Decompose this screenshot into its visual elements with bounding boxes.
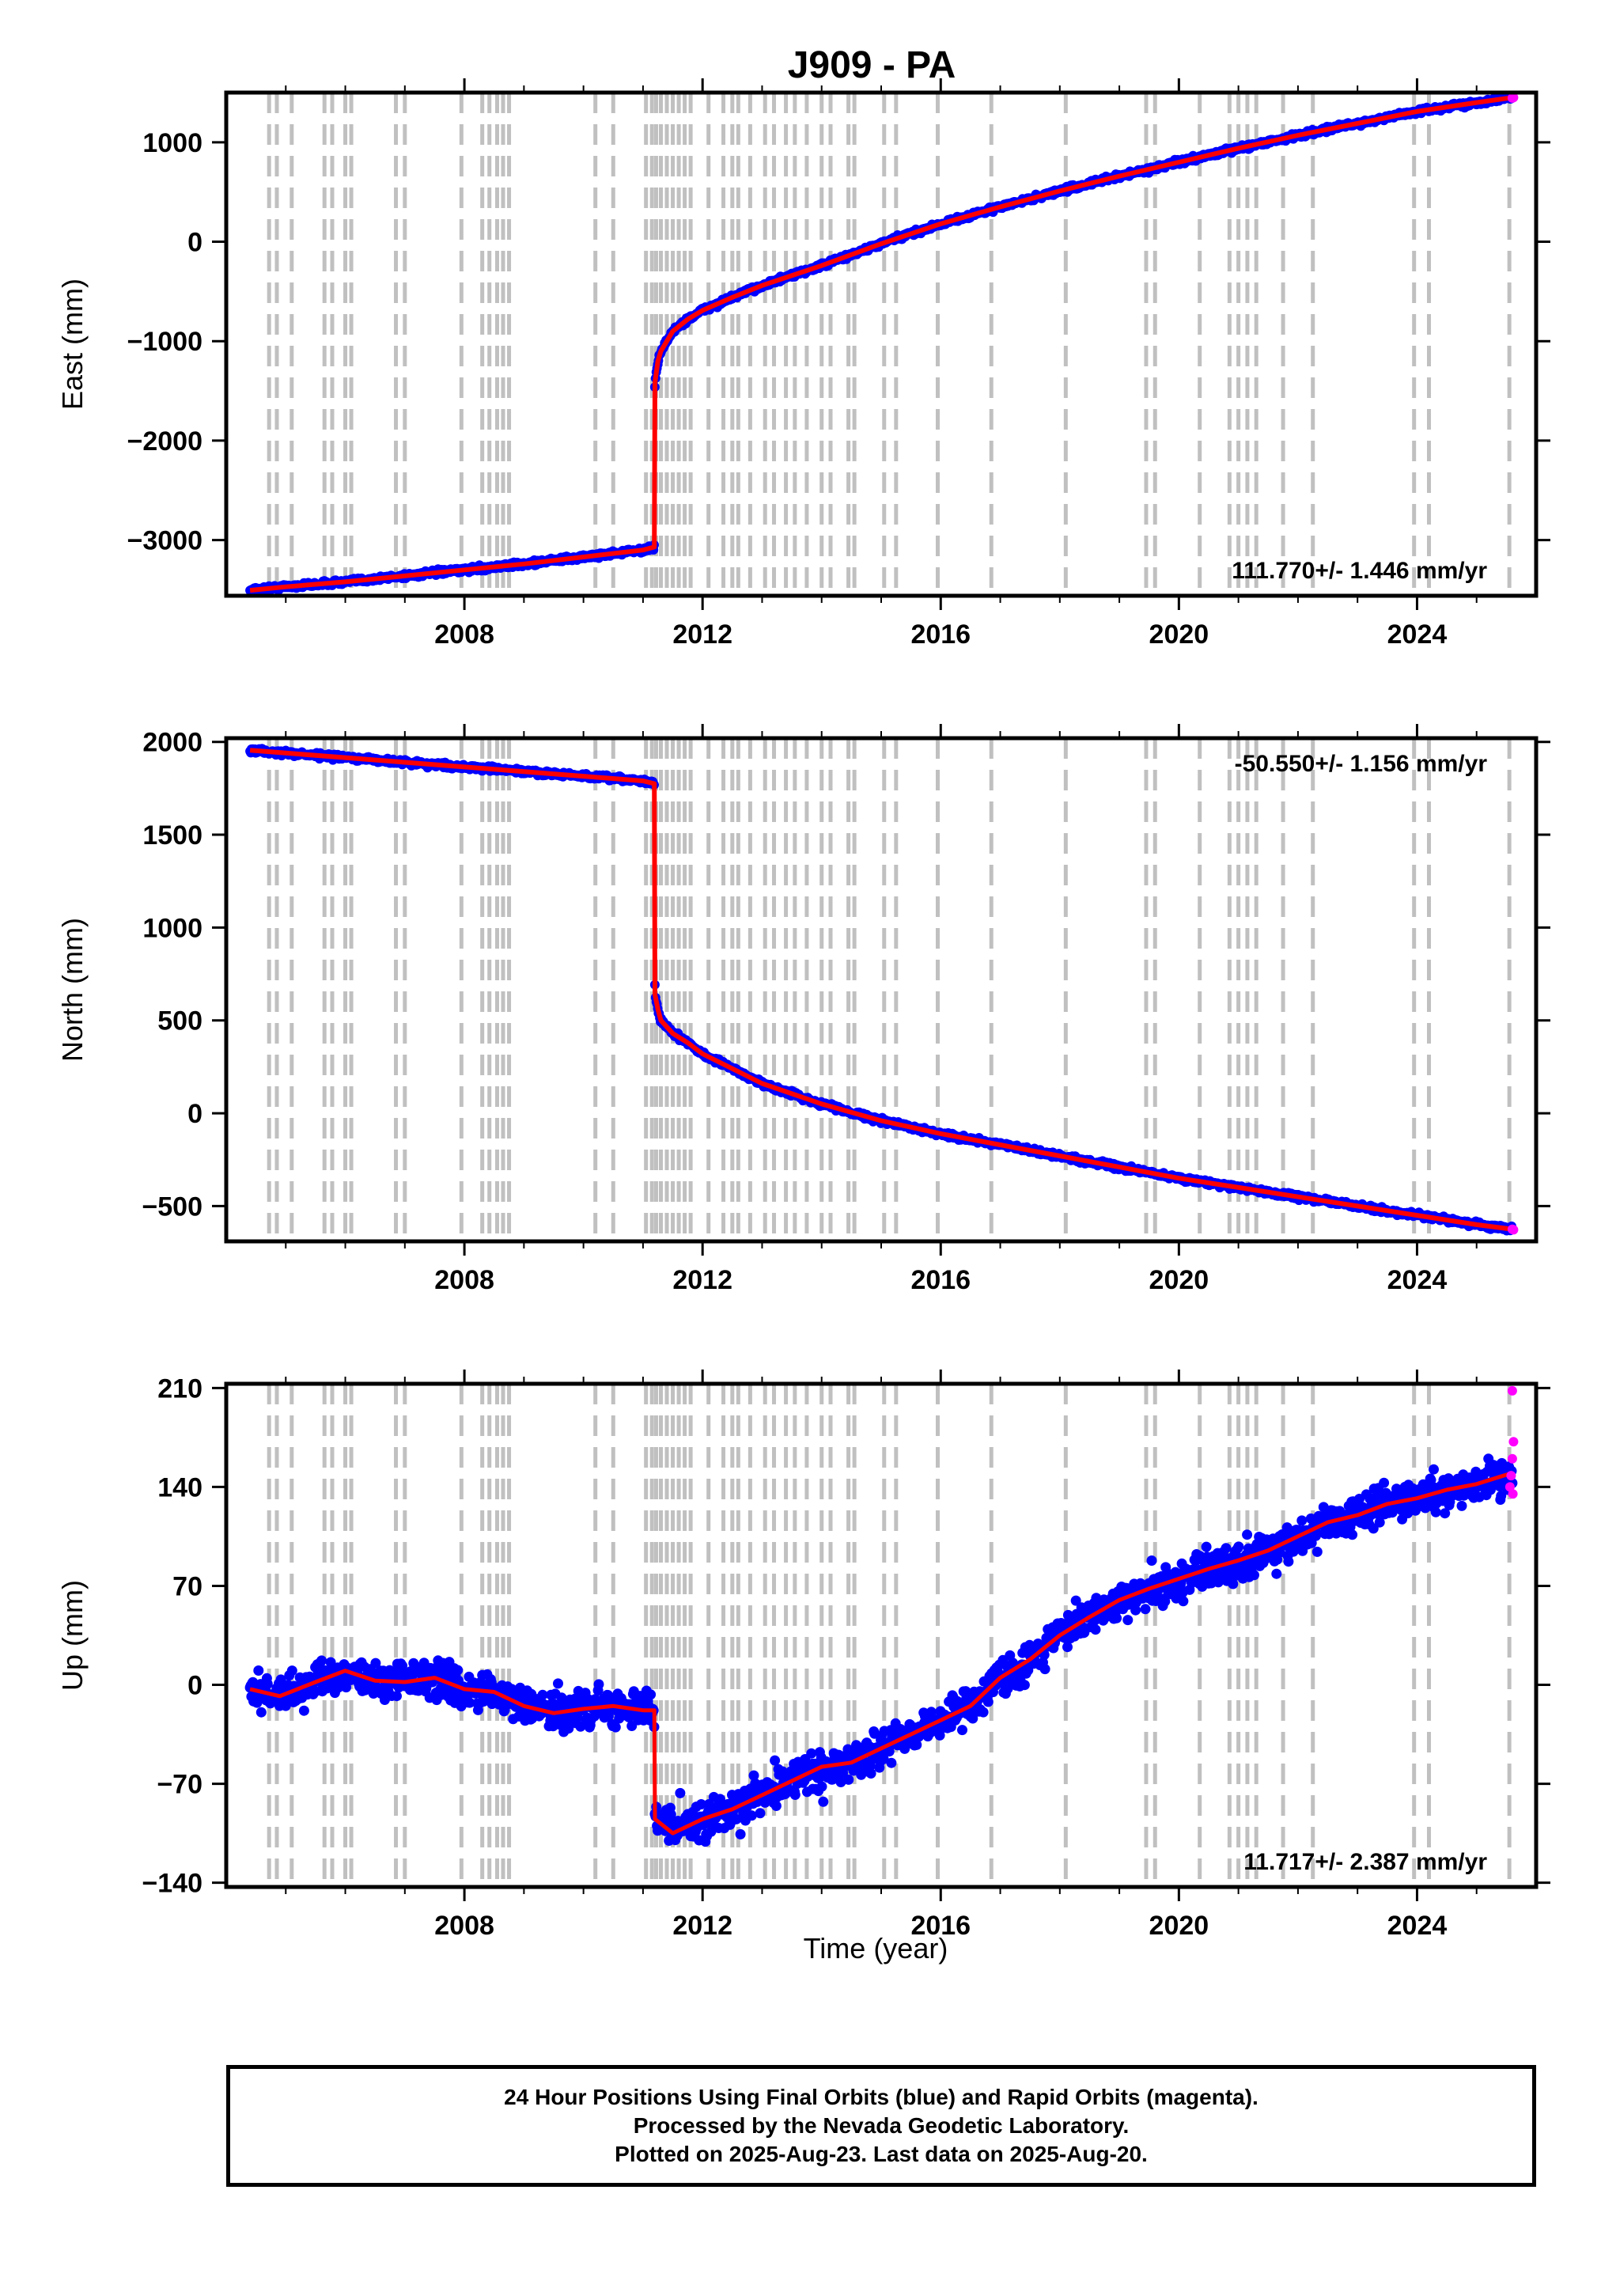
data-point (911, 1739, 922, 1750)
rapid-point (1508, 1225, 1519, 1235)
x-tick-label: 2012 (672, 1265, 732, 1295)
data-point (746, 1810, 757, 1821)
rate-label: -50.550+/- 1.156 mm/yr (1235, 751, 1488, 777)
final-orbit-points (244, 1453, 1518, 1847)
data-point (934, 1730, 945, 1741)
data-point (696, 1799, 706, 1809)
data-point (248, 1677, 259, 1688)
y-tick-label: −500 (142, 1192, 202, 1222)
x-tick-label: 2020 (1149, 619, 1209, 650)
x-tick-label: 2008 (434, 1265, 494, 1295)
data-point (572, 1711, 583, 1722)
rapid-point (1508, 93, 1519, 103)
data-point (789, 1790, 800, 1800)
data-point (645, 1689, 657, 1700)
chart-title: J909 - PA (788, 44, 956, 86)
data-point (878, 1753, 889, 1764)
final-orbit-points (245, 93, 1517, 596)
panel-north: 2008 2012 2016 2020 2024 −500 0 500 1000 1500 2000… (56, 724, 1550, 1295)
rapid-orbit-points (1507, 1224, 1519, 1235)
data-point (755, 1808, 766, 1819)
data-point (253, 1665, 264, 1676)
data-point (255, 1707, 267, 1718)
plot-area (245, 738, 1519, 1241)
data-point (675, 1787, 686, 1798)
data-point (397, 1661, 408, 1671)
y-tick-label: −1000 (127, 327, 203, 357)
y-axis-label: East (mm) (56, 278, 89, 410)
data-point (370, 1658, 381, 1669)
x-tick-label: 2024 (1387, 619, 1448, 650)
data-point (835, 1777, 846, 1787)
y-axis-label: North (mm) (56, 918, 89, 1062)
x-tick-label: 2024 (1387, 1265, 1448, 1295)
data-point (978, 1707, 989, 1718)
data-point (262, 1678, 273, 1689)
data-point (665, 1809, 676, 1820)
data-point (593, 1679, 604, 1690)
panel-east: 2008 2012 2016 2020 2024 −3000 −2000 −1000 0 1000… (56, 78, 1550, 650)
data-point (298, 1705, 309, 1716)
y-tick-label: −3000 (127, 526, 203, 556)
data-point (553, 1678, 563, 1689)
data-point (537, 1689, 548, 1700)
data-point (286, 1665, 297, 1677)
data-point (818, 1796, 829, 1807)
plot-frame (224, 90, 1539, 598)
data-point (865, 1768, 876, 1779)
y-tick-label: −2000 (127, 426, 203, 457)
model-line (249, 748, 1513, 1232)
final-orbit-points (245, 744, 1517, 1236)
data-point (452, 1665, 464, 1676)
plot-frame (224, 736, 1539, 1244)
data-point (464, 1697, 475, 1708)
y-tick-label: 1000 (142, 128, 202, 158)
data-point (316, 1655, 327, 1666)
data-point (341, 1682, 352, 1693)
y-tick-label: 2000 (142, 728, 202, 758)
x-tick-label: 2016 (910, 619, 971, 650)
data-point (731, 1813, 742, 1824)
data-point (957, 1725, 967, 1736)
y-tick-label: 500 (157, 1006, 202, 1036)
y-tick-label: 1000 (142, 913, 202, 943)
data-point (735, 1828, 746, 1839)
x-tick-label: 2012 (672, 619, 732, 650)
data-point (770, 1801, 782, 1811)
rapid-orbit-points (1507, 93, 1519, 103)
x-tick-label: 2008 (434, 619, 494, 650)
y-tick-label: 1500 (142, 820, 202, 851)
y-tick-label: 0 (187, 228, 202, 258)
data-point (770, 1755, 781, 1766)
data-point (816, 1781, 827, 1792)
plot-area (244, 1384, 1519, 1887)
data-point (843, 1774, 854, 1785)
x-tick-label: 2016 (910, 1265, 971, 1295)
data-point (806, 1748, 817, 1759)
data-point (748, 1770, 759, 1781)
y-tick-label: 0 (187, 1099, 202, 1129)
model-line (249, 95, 1513, 593)
panels: 2008 2012 2016 2020 2024 −3000 −2000 −1000 0 1000… (56, 78, 1550, 1941)
data-point (610, 1722, 621, 1733)
rate-label: 111.770+/- 1.446 mm/yr (1232, 558, 1487, 584)
plot-area (245, 93, 1519, 596)
data-point (392, 1691, 402, 1702)
data-point (886, 1757, 897, 1768)
x-tick-label: 2020 (1149, 1265, 1209, 1295)
